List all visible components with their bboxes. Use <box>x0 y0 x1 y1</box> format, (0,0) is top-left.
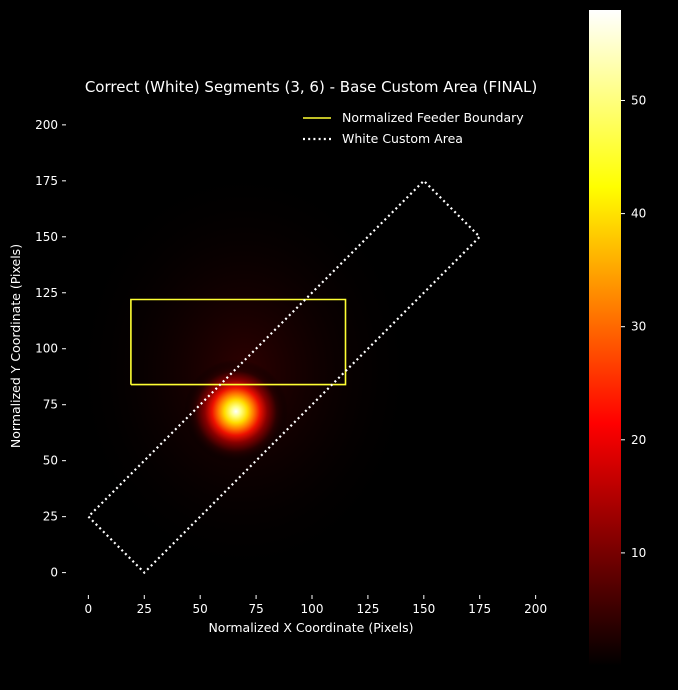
x-tick-label: 175 <box>468 602 491 616</box>
legend-label-custom-area: White Custom Area <box>342 131 463 146</box>
y-tick-label: 75 <box>43 398 58 412</box>
x-axis-label: Normalized X Coordinate (Pixels) <box>208 620 413 635</box>
x-tick-label: 50 <box>193 602 208 616</box>
y-axis-ticks: 0 25 50 75 100 125 150 175 200 <box>35 118 66 580</box>
x-axis-ticks: 0 25 50 75 100 125 150 175 200 <box>85 595 547 616</box>
x-tick-label: 0 <box>85 602 93 616</box>
colorbar-tick-label: 30 <box>631 320 646 334</box>
plot-area <box>66 98 558 595</box>
y-tick-label: 175 <box>35 174 58 188</box>
y-tick-label: 100 <box>35 342 58 356</box>
colorbar-tick-label: 40 <box>631 207 646 221</box>
y-tick-label: 25 <box>43 510 58 524</box>
x-tick-label: 25 <box>137 602 152 616</box>
colorbar-tick-label: 20 <box>631 433 646 447</box>
y-tick-label: 150 <box>35 230 58 244</box>
x-tick-label: 100 <box>301 602 324 616</box>
heat-source <box>183 359 288 464</box>
x-tick-label: 125 <box>356 602 379 616</box>
custom-area <box>87 179 482 575</box>
x-tick-label: 200 <box>524 602 547 616</box>
legend: Normalized Feeder Boundary White Custom … <box>303 110 524 146</box>
y-tick-label: 200 <box>35 118 58 132</box>
feeder-boundary <box>130 298 347 386</box>
x-tick-label: 75 <box>248 602 263 616</box>
chart-title: Correct (White) Segments (3, 6) - Base C… <box>85 78 537 96</box>
y-axis-label: Normalized Y Coordinate (Pixels) <box>8 244 23 448</box>
colorbar-tick-label: 10 <box>631 546 646 560</box>
colorbar-tick-label: 50 <box>631 93 646 107</box>
legend-label-feeder: Normalized Feeder Boundary <box>342 110 524 125</box>
y-tick-label: 50 <box>43 454 58 468</box>
colorbar-ticks: 10 20 30 40 50 <box>621 93 646 560</box>
colorbar <box>589 10 621 666</box>
y-tick-label: 0 <box>50 566 58 580</box>
x-tick-label: 150 <box>412 602 435 616</box>
y-tick-label: 125 <box>35 286 58 300</box>
